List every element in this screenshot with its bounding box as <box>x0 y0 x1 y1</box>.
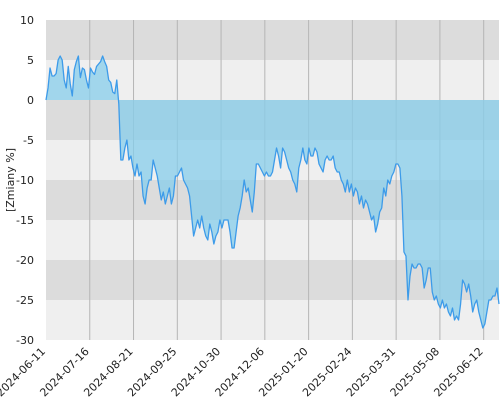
area-region <box>46 56 499 328</box>
y-tick-label: -15 <box>16 214 34 227</box>
y-tick-label: 5 <box>27 54 34 67</box>
y-tick-label: -5 <box>23 134 34 147</box>
series-line <box>45 55 500 329</box>
background-band <box>46 20 499 60</box>
x-axis-ticks: 2024-06-112024-07-162024-08-212024-09-25… <box>0 345 486 399</box>
background-band <box>46 300 499 340</box>
y-tick-label: -25 <box>16 294 34 307</box>
y-tick-label: -20 <box>16 254 34 267</box>
y-tick-label: 10 <box>20 14 34 27</box>
series-line-path <box>45 55 500 329</box>
y-axis-ticks: 10 5 0 -5 -10 -15 -20 -25 -30 <box>16 14 34 347</box>
y-tick-label: 0 <box>27 94 34 107</box>
y-tick-label: -30 <box>16 334 34 347</box>
y-tick-label: -10 <box>16 174 34 187</box>
area-fill <box>46 56 499 328</box>
background-band <box>46 60 499 100</box>
y-axis-title: [Zmiany %] <box>4 148 17 212</box>
